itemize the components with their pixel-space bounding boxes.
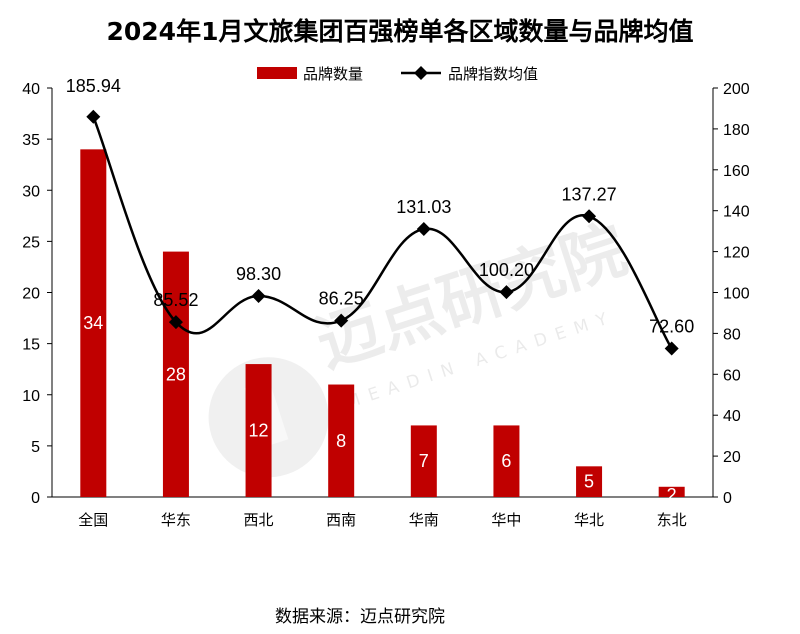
bar bbox=[576, 466, 603, 497]
source-text: 数据来源：迈点研究院 bbox=[275, 607, 445, 627]
chart-title: 2024年1月文旅集团百强榜单各区域数量与品牌均值 bbox=[107, 17, 694, 46]
bars bbox=[80, 149, 685, 497]
legend-line-marker bbox=[414, 66, 428, 80]
right-tick-label: 180 bbox=[723, 122, 750, 139]
point-value-label: 98.30 bbox=[236, 264, 281, 284]
right-tick-label: 40 bbox=[723, 408, 741, 425]
right-tick-label: 200 bbox=[723, 81, 750, 98]
legend-line-label: 品牌指数均值 bbox=[448, 65, 538, 83]
legend: 品牌数量 品牌指数均值 bbox=[257, 65, 538, 83]
line-marker bbox=[582, 209, 597, 224]
point-value-label: 86.25 bbox=[319, 289, 364, 309]
bar-value-label: 8 bbox=[336, 431, 346, 451]
bar-value-label: 34 bbox=[83, 313, 103, 333]
left-tick-label: 40 bbox=[22, 81, 40, 98]
bar bbox=[493, 425, 520, 497]
category-label: 华南 bbox=[409, 511, 439, 529]
left-tick-label: 5 bbox=[31, 439, 40, 456]
bar-value-label: 6 bbox=[501, 451, 511, 471]
line-marker bbox=[168, 315, 183, 330]
point-value-label: 185.94 bbox=[66, 76, 121, 96]
bar bbox=[162, 251, 189, 497]
legend-bar-swatch bbox=[257, 67, 297, 79]
point-value-label: 85.52 bbox=[153, 290, 198, 310]
point-value-label: 131.03 bbox=[396, 197, 451, 217]
bar-value-label: 28 bbox=[166, 364, 186, 384]
left-axis-ticks: 0 5 10 15 20 25 30 35 40 bbox=[22, 81, 52, 507]
category-label: 西北 bbox=[244, 511, 274, 529]
right-tick-label: 120 bbox=[723, 245, 750, 262]
right-tick-label: 0 bbox=[723, 490, 732, 507]
left-tick-label: 20 bbox=[22, 286, 40, 303]
bar bbox=[80, 149, 107, 497]
bar-value-label: 2 bbox=[667, 485, 677, 505]
line-marker bbox=[251, 288, 266, 303]
bar bbox=[328, 384, 355, 497]
bar-value-label: 7 bbox=[419, 451, 429, 471]
line-marker bbox=[334, 313, 349, 328]
line-marker bbox=[664, 341, 679, 356]
right-tick-label: 100 bbox=[723, 286, 750, 303]
left-tick-label: 15 bbox=[22, 337, 40, 354]
category-label: 东北 bbox=[657, 511, 687, 529]
category-label: 华北 bbox=[574, 511, 604, 529]
bar-value-label: 12 bbox=[249, 421, 269, 441]
bar bbox=[410, 425, 437, 497]
category-labels: 全国 华东 西北 西南 华南 华中 华北 东北 bbox=[78, 511, 686, 529]
left-tick-label: 30 bbox=[22, 183, 40, 200]
right-tick-label: 80 bbox=[723, 326, 741, 343]
legend-bar-label: 品牌数量 bbox=[303, 65, 363, 83]
right-tick-label: 160 bbox=[723, 163, 750, 180]
point-value-label: 137.27 bbox=[562, 184, 617, 204]
bar bbox=[245, 364, 272, 497]
line-marker bbox=[499, 285, 514, 300]
category-label: 全国 bbox=[78, 511, 108, 529]
point-value-label: 100.20 bbox=[479, 260, 534, 280]
left-tick-label: 25 bbox=[22, 234, 40, 251]
point-labels: 185.94 85.52 98.30 86.25 131.03 100.20 137.27 7… bbox=[66, 76, 694, 337]
line-marker bbox=[86, 109, 101, 124]
bar bbox=[658, 486, 685, 497]
left-tick-label: 35 bbox=[22, 132, 40, 149]
right-tick-label: 60 bbox=[723, 367, 741, 384]
category-label: 华东 bbox=[161, 511, 191, 529]
category-label: 西南 bbox=[326, 511, 356, 529]
left-tick-label: 10 bbox=[22, 388, 40, 405]
point-value-label: 72.60 bbox=[649, 317, 694, 337]
left-tick-label: 0 bbox=[31, 490, 40, 507]
right-tick-label: 140 bbox=[723, 204, 750, 221]
bar-value-label: 5 bbox=[584, 472, 594, 492]
category-label: 华中 bbox=[491, 511, 521, 529]
line-marker bbox=[416, 222, 431, 237]
right-tick-label: 20 bbox=[723, 449, 741, 466]
right-axis-ticks: 0 20 40 60 80 100 120 140 160 180 200 bbox=[713, 81, 750, 507]
line-markers bbox=[86, 109, 679, 356]
bar-labels: 34 28 12 8 7 6 5 2 bbox=[83, 313, 676, 505]
